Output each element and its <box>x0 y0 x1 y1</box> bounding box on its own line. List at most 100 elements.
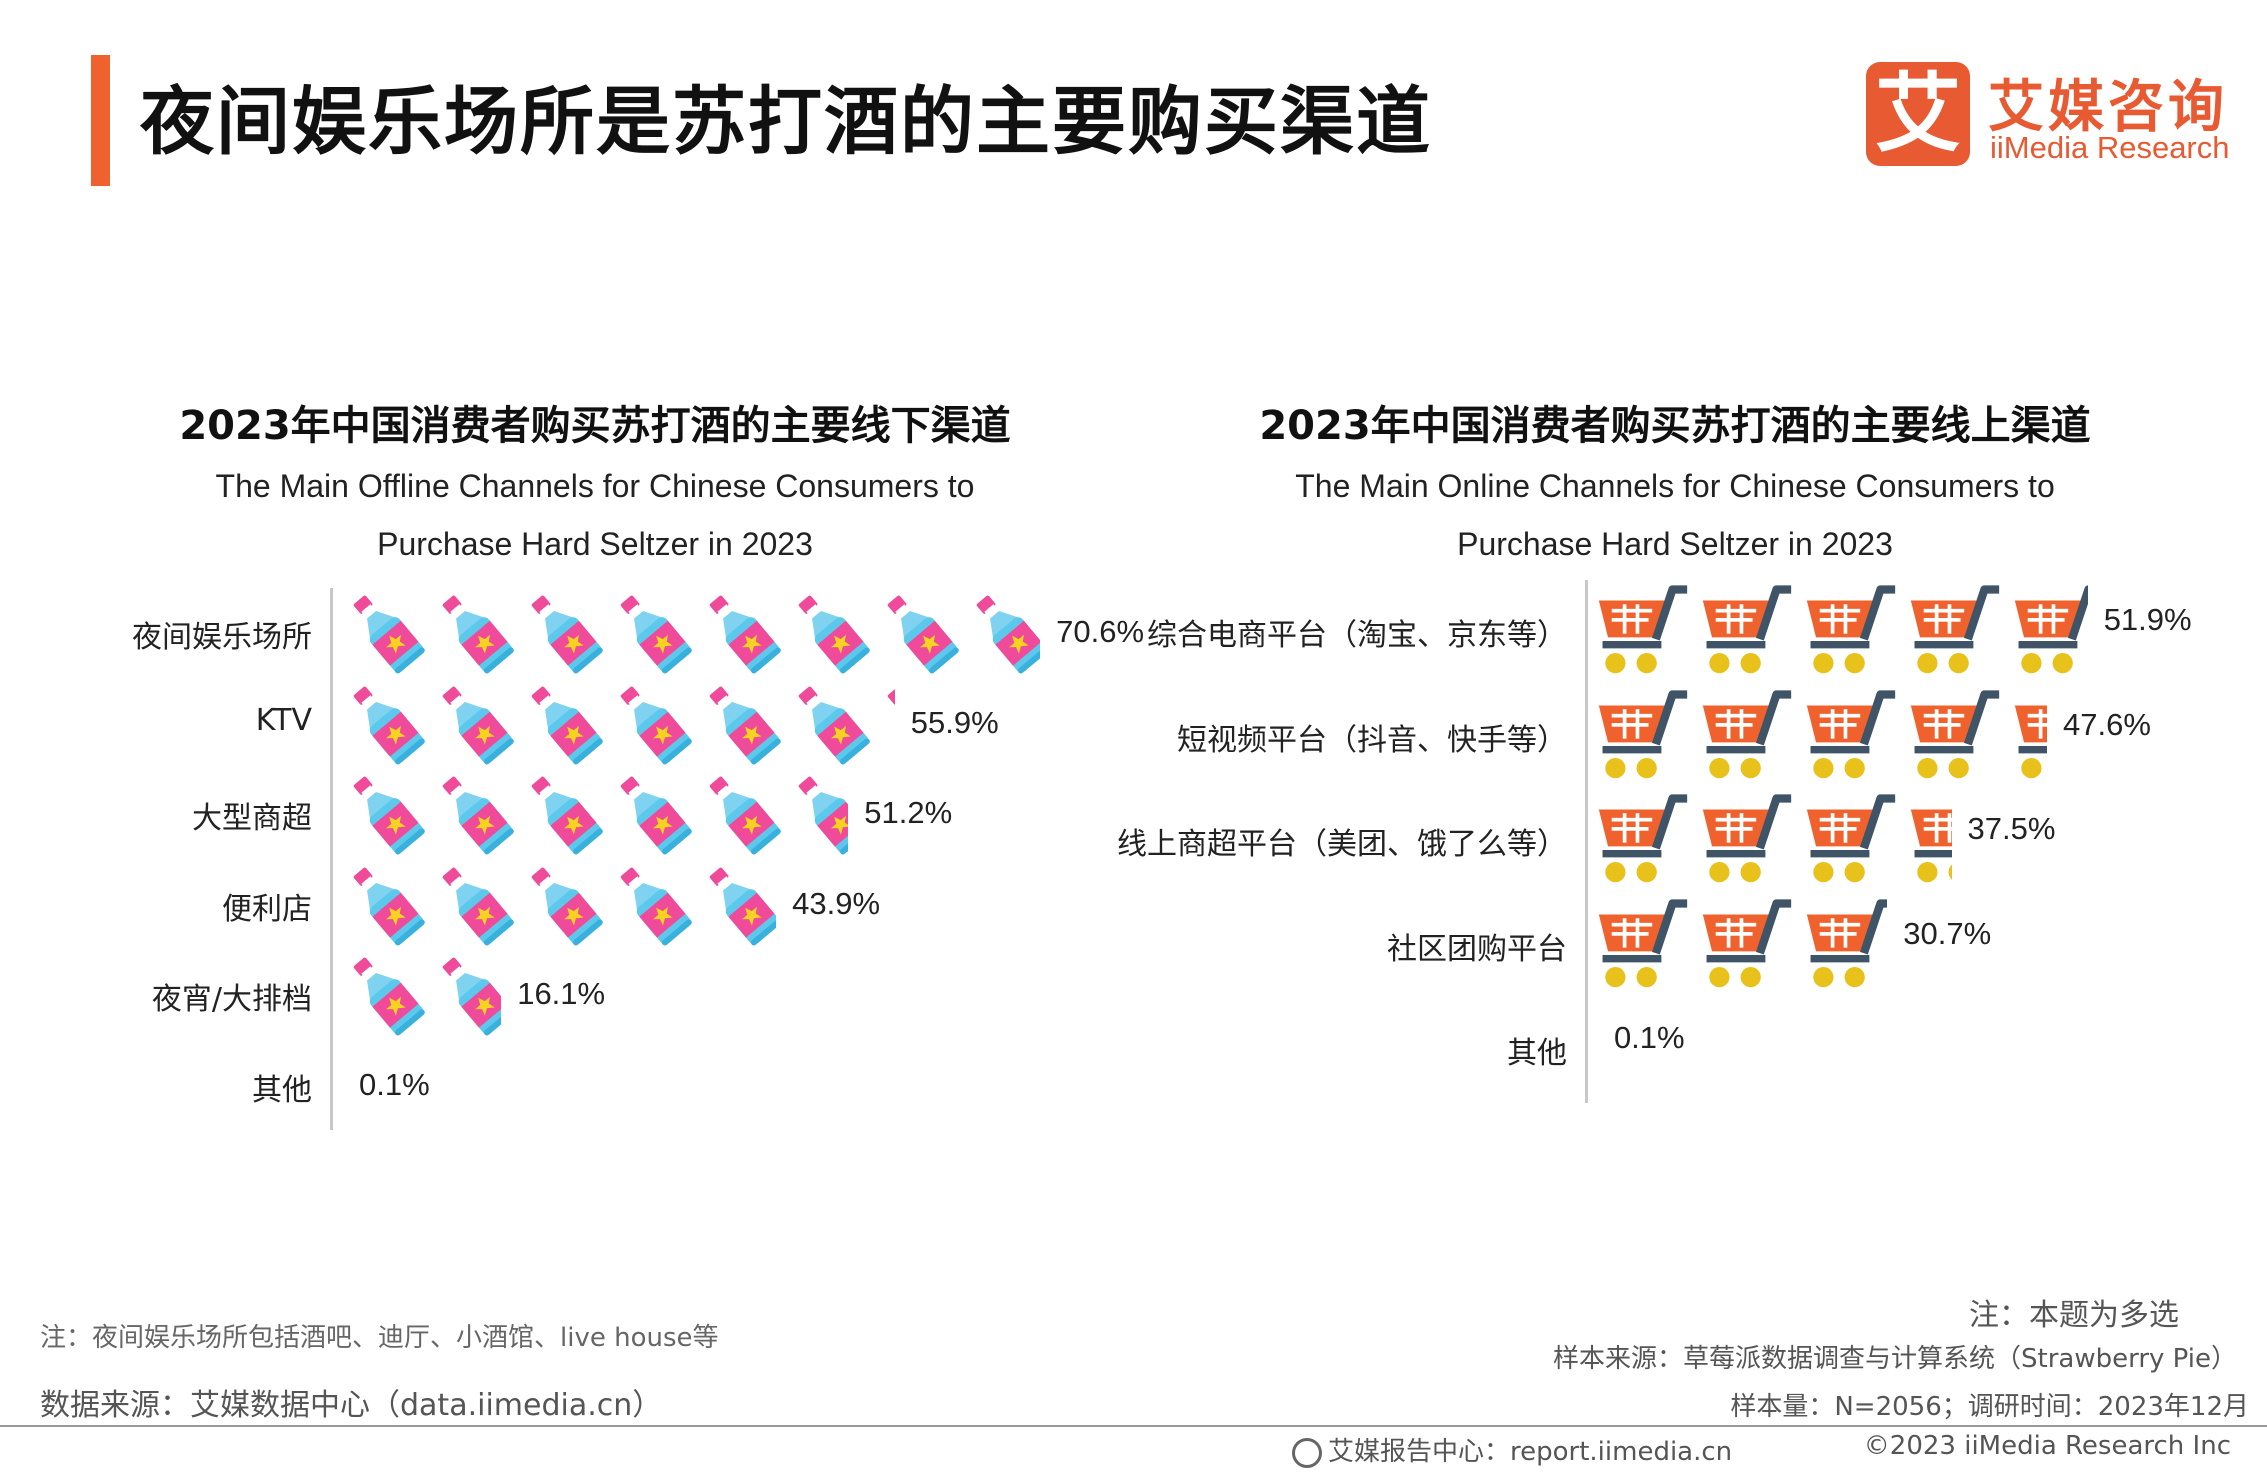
bottle-icon <box>522 859 605 947</box>
shopping-cart-icon <box>1703 799 1791 883</box>
offline-bar <box>342 950 502 1042</box>
offline-chart-title: 2023年中国消费者购买苏打酒的主要线下渠道 <box>179 403 1011 449</box>
bottle-icon <box>611 588 694 675</box>
shopping-cart-icon <box>1599 694 1687 778</box>
logo-icon: 艾 <box>1866 62 1970 166</box>
bottle-icon <box>611 859 694 947</box>
online-bar <box>1597 584 2088 676</box>
shopping-cart-icon <box>1599 799 1687 883</box>
offline-category-label: 便利店 <box>222 891 312 927</box>
report-center-text: 艾媒报告中心：report.iimedia.cn <box>1328 1437 1733 1467</box>
bottle-icon <box>344 950 427 1037</box>
shopping-cart-icon <box>1599 590 1687 674</box>
online-axis <box>1585 580 1588 1103</box>
sample-size: 样本量：N=2056；调研时间：2023年12月 <box>1730 1392 2249 1422</box>
offline-chart-subtitle-1: The Main Offline Channels for Chinese Co… <box>215 468 975 504</box>
offline-category-label: 大型商超 <box>192 801 312 836</box>
offline-value-label: 43.9% <box>792 885 881 921</box>
shopping-cart-icon <box>1911 694 1999 778</box>
bottle-icon <box>522 678 605 766</box>
note-multiple-choice: 注：本题为多选 <box>1969 1298 2179 1333</box>
online-category-label: 其他 <box>1507 1036 1567 1071</box>
offline-category-label: 夜宵/大排档 <box>151 982 312 1017</box>
report-center: 艾媒报告中心：report.iimedia.cn <box>1292 1431 1732 1468</box>
offline-value-label: 51.2% <box>864 795 953 830</box>
offline-value-label: 16.1% <box>517 976 606 1011</box>
online-chart-subtitle-2: Purchase Hard Seltzer in 2023 <box>1457 526 1893 562</box>
shopping-cart-icon <box>1703 903 1791 987</box>
online-category-label: 短视频平台（抖音、快手等） <box>1177 722 1567 758</box>
offline-category-label: KTV <box>255 702 312 738</box>
offline-bar <box>342 588 1041 680</box>
shopping-cart-icon <box>1807 903 1887 987</box>
online-chart-title: 2023年中国消费者购买苏打酒的主要线上渠道 <box>1259 403 2091 449</box>
offline-bar <box>342 769 849 861</box>
bottle-icon <box>522 769 605 856</box>
bottle-icon <box>878 588 961 675</box>
bottle-icon <box>433 769 516 856</box>
online-category-label: 综合电商平台（淘宝、京东等） <box>1147 618 1567 653</box>
footer-divider <box>0 1425 2267 1427</box>
bottle-icon <box>700 859 777 947</box>
online-bar <box>1597 689 2047 781</box>
offline-bar <box>342 1041 343 1133</box>
bottle-icon <box>789 769 849 856</box>
online-value-label: 30.7% <box>1903 915 1992 951</box>
data-source: 数据来源：艾媒数据中心（data.iimedia.cn） <box>40 1388 663 1423</box>
shopping-cart-icon <box>2015 694 2047 778</box>
sample-source: 样本来源：草莓派数据调查与计算系统（Strawberry Pie） <box>1553 1344 2237 1374</box>
page-title: 夜间娱乐场所是苏打酒的主要购买渠道 <box>140 79 1432 165</box>
globe-icon <box>1292 1437 1322 1468</box>
offline-axis <box>330 588 333 1130</box>
offline-category-label: 夜间娱乐场所 <box>132 620 312 655</box>
bottle-icon <box>967 588 1041 675</box>
offline-chart-subtitle-2: Purchase Hard Seltzer in 2023 <box>377 526 813 562</box>
bottle-icon <box>522 588 605 675</box>
shopping-cart-icon <box>1703 590 1791 674</box>
offline-value-label: 55.9% <box>910 704 999 740</box>
shopping-cart-icon <box>1807 694 1895 778</box>
offline-category-label: 其他 <box>252 1072 312 1108</box>
title-accent-bar <box>91 55 110 186</box>
online-value-label: 0.1% <box>1613 1020 1685 1055</box>
shopping-cart-icon <box>1599 903 1687 987</box>
bottle-icon <box>789 588 872 675</box>
online-value-label: 51.9% <box>2103 602 2192 637</box>
online-category-label: 线上商超平台（美团、饿了么等） <box>1117 827 1567 862</box>
shopping-cart-icon <box>1911 799 1952 883</box>
bottle-icon <box>344 769 427 856</box>
online-category-label: 社区团购平台 <box>1387 931 1567 967</box>
online-bar <box>1597 898 1887 990</box>
online-bar <box>1597 1002 1598 1094</box>
bottle-icon <box>433 859 516 947</box>
bottle-icon <box>878 678 895 766</box>
shopping-cart-icon <box>1703 694 1791 778</box>
bottle-icon <box>433 678 516 766</box>
bottle-icon <box>611 769 694 856</box>
bottle-icon <box>700 678 783 766</box>
shopping-cart-icon <box>1807 799 1895 883</box>
copyright: ©2023 iiMedia Research Inc <box>1863 1431 2231 1461</box>
online-value-label: 37.5% <box>1967 811 2056 846</box>
offline-bar <box>342 678 895 771</box>
offline-bar <box>342 859 777 952</box>
online-bar <box>1597 793 1952 885</box>
bottle-icon <box>700 588 783 675</box>
bottle-icon <box>433 950 502 1037</box>
bottle-icon <box>344 678 427 766</box>
logo-text-en: iiMedia Research <box>1990 130 2230 165</box>
shopping-cart-icon <box>2015 590 2088 674</box>
bottle-icon <box>789 678 872 766</box>
bottle-icon <box>611 678 694 766</box>
bottle-icon <box>344 588 427 675</box>
bottle-icon <box>344 859 427 947</box>
offline-value-label: 70.6% <box>1056 614 1145 649</box>
note-entertainment-venues: 注：夜间娱乐场所包括酒吧、迪厅、小酒馆、live house等 <box>40 1323 719 1353</box>
online-value-label: 47.6% <box>2063 706 2151 742</box>
online-chart-subtitle-1: The Main Online Channels for Chinese Con… <box>1295 468 2055 504</box>
bottle-icon <box>700 769 783 856</box>
shopping-cart-icon <box>1807 590 1895 674</box>
logo-text-cn: 艾媒咨询 <box>1988 75 2228 140</box>
shopping-cart-icon <box>1911 590 1999 674</box>
bottle-icon <box>433 588 516 675</box>
